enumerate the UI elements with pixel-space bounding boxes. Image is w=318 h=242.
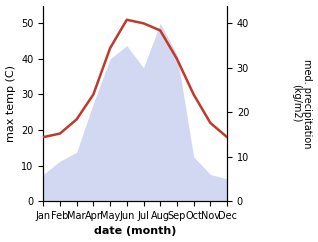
Y-axis label: med. precipitation
(kg/m2): med. precipitation (kg/m2) <box>291 59 313 148</box>
Y-axis label: max temp (C): max temp (C) <box>5 65 16 142</box>
X-axis label: date (month): date (month) <box>94 227 176 236</box>
